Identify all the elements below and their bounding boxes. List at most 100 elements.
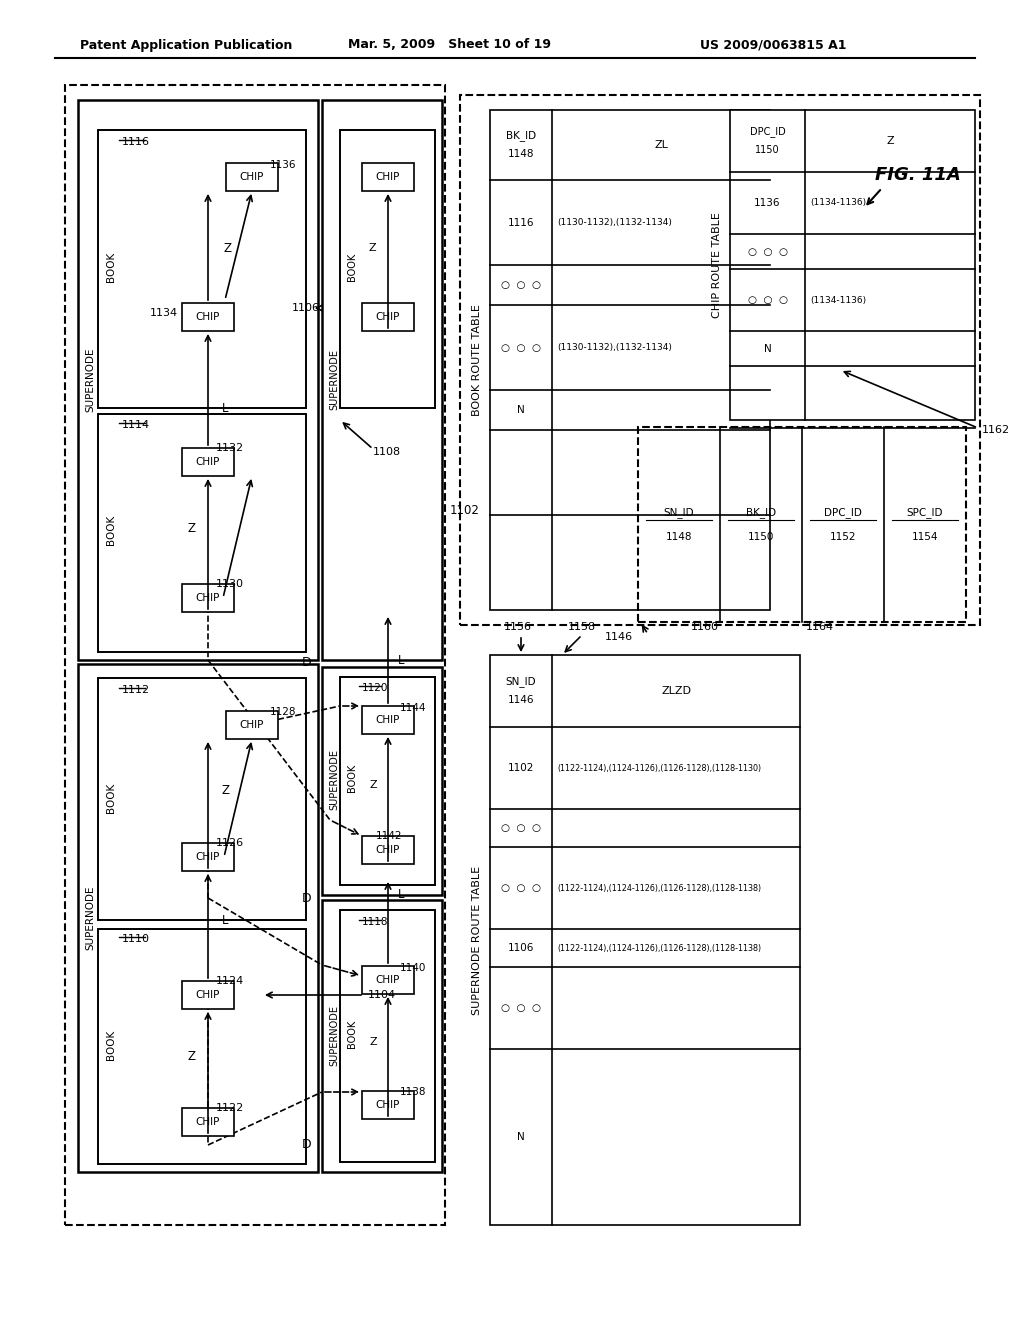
Text: FIG. 11A: FIG. 11A xyxy=(874,166,961,183)
Text: SUPERNODE ROUTE TABLE: SUPERNODE ROUTE TABLE xyxy=(472,866,482,1015)
Text: L: L xyxy=(222,401,228,414)
Text: (1130-1132),(1132-1134): (1130-1132),(1132-1134) xyxy=(557,218,672,227)
Text: ○  ○  ○: ○ ○ ○ xyxy=(501,883,541,894)
Bar xyxy=(340,909,435,1162)
Bar xyxy=(322,900,442,1172)
Text: DPC_ID: DPC_ID xyxy=(824,507,862,517)
Text: 1102: 1102 xyxy=(450,503,480,516)
Text: 1130: 1130 xyxy=(216,579,244,589)
Text: Mar. 5, 2009   Sheet 10 of 19: Mar. 5, 2009 Sheet 10 of 19 xyxy=(348,38,552,51)
Text: 1128: 1128 xyxy=(270,708,297,717)
Text: ○  ○  ○: ○ ○ ○ xyxy=(748,247,787,256)
Text: ○  ○  ○: ○ ○ ○ xyxy=(501,822,541,833)
Text: ZL: ZL xyxy=(654,140,668,150)
Text: Z: Z xyxy=(224,242,232,255)
Text: 1148: 1148 xyxy=(666,532,692,541)
Bar xyxy=(226,711,278,739)
Text: 1154: 1154 xyxy=(911,532,938,541)
Text: BOOK: BOOK xyxy=(347,764,357,792)
Bar xyxy=(638,426,966,622)
Text: 1108: 1108 xyxy=(373,447,401,457)
Text: 1144: 1144 xyxy=(400,704,427,713)
Text: SPC_ID: SPC_ID xyxy=(906,507,943,517)
Text: 1110: 1110 xyxy=(122,935,150,944)
Text: ○  ○  ○: ○ ○ ○ xyxy=(501,342,541,352)
Text: CHIP ROUTE TABLE: CHIP ROUTE TABLE xyxy=(712,213,722,318)
Text: SUPERNODE: SUPERNODE xyxy=(329,1006,339,1067)
Text: CHIP: CHIP xyxy=(376,845,400,855)
Bar xyxy=(182,447,234,477)
Text: 1158: 1158 xyxy=(568,622,596,632)
Text: 1132: 1132 xyxy=(216,444,244,453)
Text: 1118: 1118 xyxy=(362,917,388,927)
Text: BOOK ROUTE TABLE: BOOK ROUTE TABLE xyxy=(472,304,482,416)
Text: 1146: 1146 xyxy=(508,696,535,705)
Bar xyxy=(98,929,306,1164)
Text: 1142: 1142 xyxy=(376,832,402,841)
Text: Z: Z xyxy=(370,1038,377,1047)
Bar xyxy=(182,304,234,331)
Bar xyxy=(78,100,318,660)
Bar xyxy=(362,966,414,994)
Text: Z: Z xyxy=(188,1051,196,1064)
Bar xyxy=(460,95,980,624)
Bar xyxy=(340,677,435,884)
Text: BK_ID: BK_ID xyxy=(745,507,776,517)
Text: 1160: 1160 xyxy=(691,622,719,632)
Text: 1150: 1150 xyxy=(755,145,780,154)
Text: 1146: 1146 xyxy=(605,632,633,642)
Text: 1106: 1106 xyxy=(508,942,535,953)
Text: N: N xyxy=(517,405,525,414)
Text: L: L xyxy=(222,913,228,927)
Text: 1102: 1102 xyxy=(508,763,535,774)
Text: 1112: 1112 xyxy=(122,685,151,696)
Bar xyxy=(322,667,442,895)
Text: 1138: 1138 xyxy=(400,1086,427,1097)
Text: 1106: 1106 xyxy=(292,304,319,313)
Bar xyxy=(98,414,306,652)
Text: CHIP: CHIP xyxy=(376,172,400,182)
Text: ZLZD: ZLZD xyxy=(662,686,691,696)
Text: Z: Z xyxy=(886,136,894,147)
Bar xyxy=(98,129,306,408)
Text: 1126: 1126 xyxy=(216,838,244,847)
Text: Z: Z xyxy=(221,784,229,796)
Text: (1134-1136): (1134-1136) xyxy=(810,198,866,207)
Text: CHIP: CHIP xyxy=(196,1117,220,1127)
Text: CHIP: CHIP xyxy=(240,719,264,730)
Text: CHIP: CHIP xyxy=(196,851,220,862)
Text: 1162: 1162 xyxy=(982,425,1010,436)
Text: Z: Z xyxy=(188,521,196,535)
Bar xyxy=(362,706,414,734)
Bar xyxy=(362,162,414,191)
Text: SN_ID: SN_ID xyxy=(506,677,537,688)
Text: (1122-1124),(1124-1126),(1126-1128),(1128-1130): (1122-1124),(1124-1126),(1126-1128),(112… xyxy=(557,763,761,772)
Bar xyxy=(182,1107,234,1137)
Bar xyxy=(362,304,414,331)
Text: CHIP: CHIP xyxy=(240,172,264,182)
Text: BOOK: BOOK xyxy=(106,252,116,282)
Text: SUPERNODE: SUPERNODE xyxy=(329,750,339,810)
Text: CHIP: CHIP xyxy=(376,1100,400,1110)
Bar xyxy=(182,583,234,612)
Bar xyxy=(362,836,414,865)
Text: N: N xyxy=(517,1133,525,1142)
Text: D: D xyxy=(302,891,312,904)
Text: CHIP: CHIP xyxy=(376,715,400,725)
Text: (1122-1124),(1124-1126),(1126-1128),(1128-1138): (1122-1124),(1124-1126),(1126-1128),(112… xyxy=(557,944,761,953)
Text: BK_ID: BK_ID xyxy=(506,131,536,141)
Text: BOOK: BOOK xyxy=(106,783,116,813)
Text: 1136: 1136 xyxy=(755,198,780,209)
Bar xyxy=(65,84,445,1225)
Text: 1124: 1124 xyxy=(216,975,245,986)
Bar xyxy=(98,678,306,920)
Text: BOOK: BOOK xyxy=(347,253,357,281)
Text: Patent Application Publication: Patent Application Publication xyxy=(80,38,293,51)
Text: 1116: 1116 xyxy=(122,137,150,147)
Text: ○  ○  ○: ○ ○ ○ xyxy=(748,294,787,305)
Text: 1140: 1140 xyxy=(400,964,426,973)
Text: 1148: 1148 xyxy=(508,149,535,158)
Text: ○  ○  ○: ○ ○ ○ xyxy=(501,1003,541,1012)
Text: CHIP: CHIP xyxy=(196,457,220,467)
Text: (1122-1124),(1124-1126),(1126-1128),(1128-1138): (1122-1124),(1124-1126),(1126-1128),(112… xyxy=(557,883,761,892)
